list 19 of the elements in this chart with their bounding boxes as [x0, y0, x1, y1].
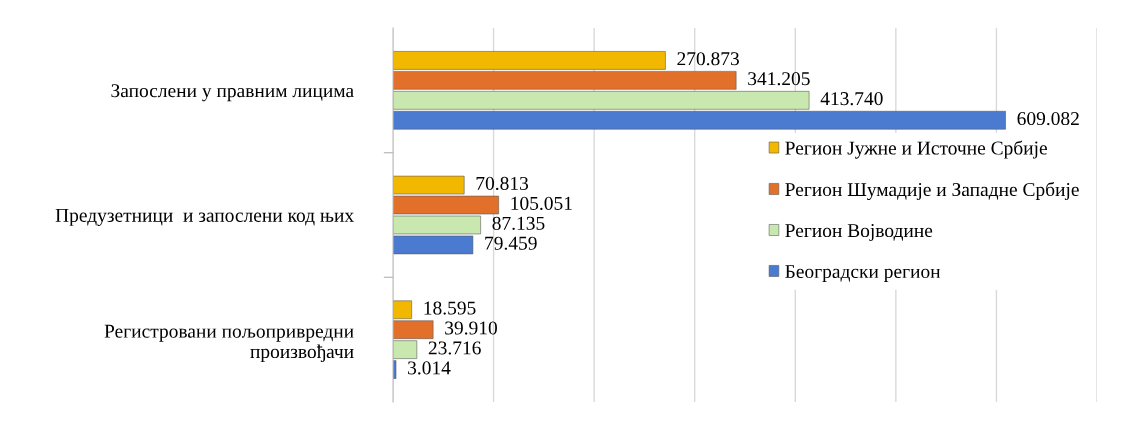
data-label: 23.716: [428, 341, 481, 355]
data-label: 70.813: [476, 176, 529, 191]
data-label: 270.873: [677, 52, 739, 66]
data-label: 609.082: [1017, 112, 1079, 126]
y-tick-label: Предузетници и запослени код њих: [55, 208, 354, 226]
data-label: 79.459: [485, 236, 537, 250]
legend-label: Регион Шумадије и Западне Србије: [785, 181, 1079, 201]
legend-label: Београдски регион: [785, 265, 941, 283]
data-label: 39.910: [445, 321, 497, 335]
data-label: 341.205: [748, 72, 810, 86]
data-label: 18.595: [424, 301, 476, 315]
y-tick-label: Запослени у правним лицима: [111, 84, 354, 102]
legend-label: Регион Јужне и Источне Србије: [785, 140, 1047, 159]
data-label: 87.135: [492, 216, 545, 230]
data-label: 3.014: [408, 361, 451, 375]
data-label: 105.051: [511, 196, 572, 210]
legend-label: Регион Војводине: [785, 224, 933, 242]
y-tick-label: Регистровани пољопривредни произвођачи: [104, 324, 354, 363]
data-label: 413.740: [820, 92, 883, 106]
